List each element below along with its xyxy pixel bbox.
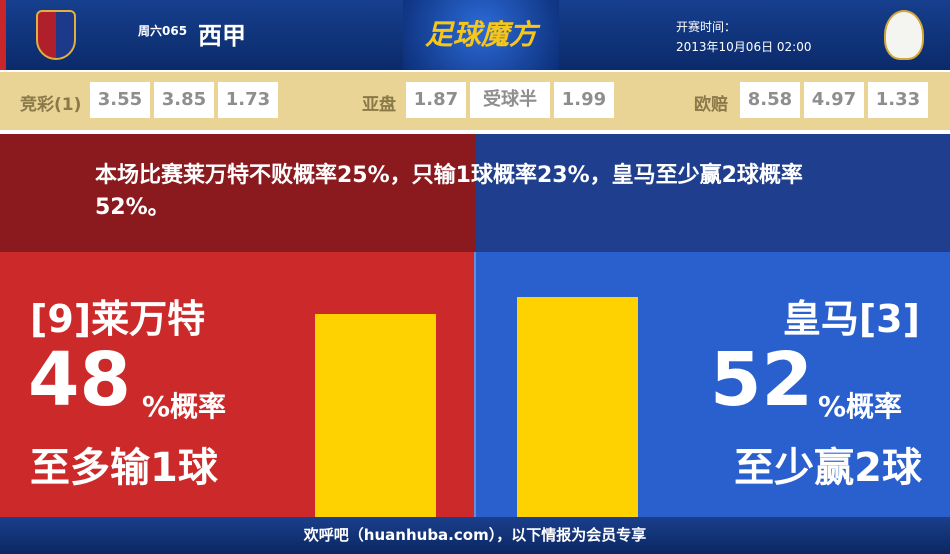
home-pct: 48 bbox=[28, 337, 131, 423]
odds-value: 8.58 bbox=[740, 82, 800, 118]
yapan-label: 亚盘 bbox=[362, 95, 396, 115]
odds-value: 4.97 bbox=[804, 82, 864, 118]
home-pct-suffix: %概率 bbox=[142, 390, 227, 423]
kickoff-label: 开赛时间： bbox=[676, 20, 737, 34]
home-team-name: [9]莱万特 bbox=[30, 297, 206, 341]
footer-banner[interactable]: 欢呼吧（huanhuba.com），以下情报为会员专享 bbox=[0, 517, 950, 554]
match-header: 周六065 西甲 足球魔方 开赛时间： 2013年10月06日 02:00 bbox=[0, 0, 950, 70]
odds-value: 3.85 bbox=[154, 82, 214, 118]
summary-away-bg bbox=[476, 134, 950, 252]
home-outcome: 至多输1球 bbox=[30, 445, 218, 491]
summary-home-bg bbox=[0, 134, 476, 252]
oupei-label: 欧赔 bbox=[694, 95, 728, 115]
away-team-name: 皇马[3] bbox=[782, 297, 920, 341]
odds-value: 3.55 bbox=[90, 82, 150, 118]
away-probability-bar bbox=[517, 297, 638, 517]
handicap-value: 受球半 bbox=[470, 82, 550, 118]
match-round: 周六065 bbox=[138, 24, 188, 38]
league-name: 西甲 bbox=[198, 22, 246, 50]
away-pct-suffix: %概率 bbox=[818, 390, 903, 423]
jingcai-label: 竞彩(1) bbox=[20, 95, 82, 115]
odds-value: 1.99 bbox=[554, 82, 614, 118]
levante-logo-icon bbox=[36, 10, 76, 60]
odds-bar: 竞彩(1) 3.55 3.85 1.73 亚盘 1.87 受球半 1.99 欧赔… bbox=[0, 72, 950, 130]
odds-value: 1.73 bbox=[218, 82, 278, 118]
odds-value: 1.33 bbox=[868, 82, 928, 118]
summary-text: 本场比赛莱万特不败概率25%，只输1球概率23%，皇马至少赢2球概率52%。 bbox=[95, 163, 803, 220]
away-pct: 52 bbox=[710, 337, 813, 423]
brand-logo: 足球魔方 bbox=[403, 0, 559, 70]
kickoff-time: 2013年10月06日 02:00 bbox=[676, 40, 812, 54]
odds-value: 1.87 bbox=[406, 82, 466, 118]
home-probability-bar bbox=[315, 313, 436, 517]
real-madrid-logo-icon bbox=[884, 10, 924, 60]
away-outcome: 至少赢2球 bbox=[734, 445, 922, 491]
